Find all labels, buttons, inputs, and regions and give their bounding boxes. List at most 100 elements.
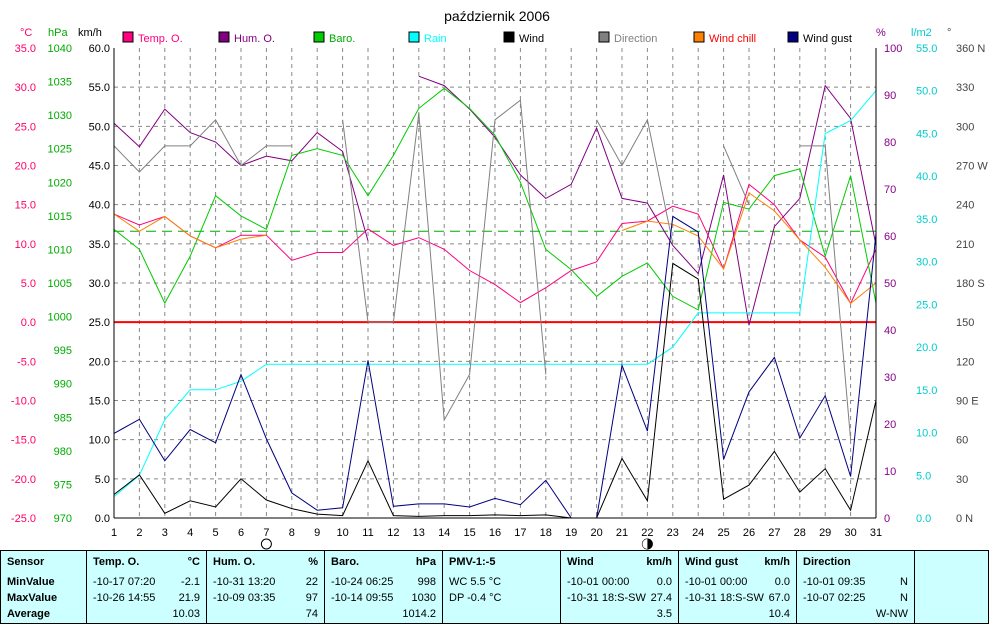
dir-max-value: N xyxy=(900,592,908,604)
day-tick-label: 25 xyxy=(717,527,729,539)
day-tick-label: 20 xyxy=(590,527,602,539)
gust-stats-unit: km/h xyxy=(764,556,790,568)
pmv-stats-section: PMV-1:-5 WC 5.5 °C DP -0.4 °C xyxy=(443,551,561,623)
rain-tick-label: 45.0 xyxy=(916,128,937,140)
gust-max-value: 67.0 xyxy=(768,592,790,604)
day-tick-label: 19 xyxy=(565,527,577,539)
min-row-label: MinValue xyxy=(7,576,55,588)
hum-stats-title: Hum. O. xyxy=(213,556,256,568)
temp-tick-label: -20.0 xyxy=(11,474,36,486)
wind-tick-label: 10.0 xyxy=(89,435,110,447)
rain-tick-label: 25.0 xyxy=(916,299,937,311)
wind-tick-label: 55.0 xyxy=(89,82,110,94)
legend-label: Temp. O. xyxy=(138,33,183,45)
dir-tick-label: 180 S xyxy=(956,278,985,290)
max-row-label: MaxValue xyxy=(7,592,58,604)
legend-swatch xyxy=(218,31,230,43)
series-line-direction xyxy=(723,145,750,205)
temp-max-date: -10-26 14:55 xyxy=(93,592,156,604)
wind-min-value: 0.0 xyxy=(656,576,672,588)
baro-tick-label: 1015 xyxy=(48,211,72,223)
hum-stats-unit: % xyxy=(308,556,318,568)
legend-label: Baro. xyxy=(329,33,355,45)
baro-max-value: 1030 xyxy=(411,592,436,604)
pmv-title: PMV-1:-5 xyxy=(449,556,496,568)
rain-tick-label: 50.0 xyxy=(916,86,937,98)
wind-stats-section: Wind km/h -10-01 00:00 0.0 -10-31 18:S-SW 2… xyxy=(561,551,679,623)
temp-stats-unit: °C xyxy=(187,556,200,568)
dir-tick-label: 0 N xyxy=(956,513,973,525)
temp-tick-label: 35.0 xyxy=(15,43,36,55)
hum-tick-label: 70 xyxy=(884,184,896,196)
day-tick-label: 29 xyxy=(819,527,831,539)
series-line-direction xyxy=(596,118,674,244)
temp-unit-label: °C xyxy=(20,27,32,39)
hum-tick-label: 100 xyxy=(884,43,902,55)
baro-tick-label: 1020 xyxy=(48,177,72,189)
temp-stats-title: Temp. O. xyxy=(93,556,140,568)
temp-tick-label: 0.0 xyxy=(21,317,36,329)
hum-tick-label: 60 xyxy=(884,231,896,243)
day-tick-label: 24 xyxy=(692,527,704,539)
rain-tick-label: 35.0 xyxy=(916,214,937,226)
wind-average: 3.5 xyxy=(656,608,672,620)
hum-tick-label: 40 xyxy=(884,325,896,337)
hum-tick-label: 30 xyxy=(884,372,896,384)
temp-max-value: 21.9 xyxy=(178,592,200,604)
wind-max-date: -10-31 18:S-SW xyxy=(567,592,646,604)
baro-tick-label: 975 xyxy=(54,479,72,491)
baro-min-date: -10-24 06:25 xyxy=(331,576,394,588)
dir-tick-label: 120 xyxy=(956,356,974,368)
temp-tick-label: -5.0 xyxy=(17,356,36,368)
moon-shade xyxy=(642,539,648,549)
wind-tick-label: 25.0 xyxy=(89,317,110,329)
wind-chill-stat: WC 5.5 °C xyxy=(449,576,502,588)
wind-stats-title: Wind xyxy=(567,556,594,568)
wind-tick-label: 20.0 xyxy=(89,356,110,368)
rain-tick-label: 20.0 xyxy=(916,342,937,354)
temp-tick-label: -25.0 xyxy=(11,513,36,525)
rain-tick-label: 0.0 xyxy=(916,513,931,525)
legend-swatch xyxy=(503,31,515,43)
legend-label: Wind xyxy=(519,33,544,45)
day-tick-label: 13 xyxy=(413,527,425,539)
day-tick-label: 14 xyxy=(438,527,450,539)
full-moon-icon xyxy=(260,538,272,550)
legend-swatch xyxy=(408,31,420,43)
gust-min-date: -10-01 00:00 xyxy=(685,576,748,588)
temp-average: 10.03 xyxy=(172,608,200,620)
hum-min-value: 22 xyxy=(305,576,318,588)
wind-tick-label: 0.0 xyxy=(95,513,110,525)
gust-max-date: -10-31 18:S-SW xyxy=(685,592,764,604)
baro-tick-label: 995 xyxy=(54,345,72,357)
rain-tick-label: 30.0 xyxy=(916,257,937,269)
dir-tick-label: 270 W xyxy=(956,161,988,173)
dir-tick-label: 210 xyxy=(956,239,974,251)
day-tick-label: 27 xyxy=(768,527,780,539)
dir-tick-label: 300 xyxy=(956,121,974,133)
temp-tick-label: -15.0 xyxy=(11,435,36,447)
hum-tick-label: 20 xyxy=(884,419,896,431)
hum-tick-label: 10 xyxy=(884,466,896,478)
legend-label: Wind gust xyxy=(803,33,852,45)
temp-tick-label: 25.0 xyxy=(15,121,36,133)
series-line-temp-o- xyxy=(113,183,877,305)
dir-tick-label: 360 N xyxy=(956,43,985,55)
dir-stats-section: Direction -10-01 09:35 N -10-07 02:25 N W-… xyxy=(797,551,915,623)
series-line-wind-chill xyxy=(113,213,267,249)
baro-tick-label: 1040 xyxy=(48,43,72,55)
series-line-direction xyxy=(342,99,547,422)
legend-label: Hum. O. xyxy=(234,33,275,45)
hum-tick-label: 90 xyxy=(884,90,896,102)
wind-max-value: 27.4 xyxy=(650,592,672,604)
wind-tick-label: 35.0 xyxy=(89,239,110,251)
chart-title: październik 2006 xyxy=(444,8,550,24)
gust-stats-title: Wind gust xyxy=(685,556,739,568)
rain-tick-label: 40.0 xyxy=(916,171,937,183)
temp-min-date: -10-17 07:20 xyxy=(93,576,156,588)
dir-tick-label: 90 E xyxy=(956,396,979,408)
gust-average: 10.4 xyxy=(768,608,790,620)
hum-max-date: -10-09 03:35 xyxy=(213,592,276,604)
baro-tick-label: 970 xyxy=(54,513,72,525)
baro-tick-label: 990 xyxy=(54,379,72,391)
